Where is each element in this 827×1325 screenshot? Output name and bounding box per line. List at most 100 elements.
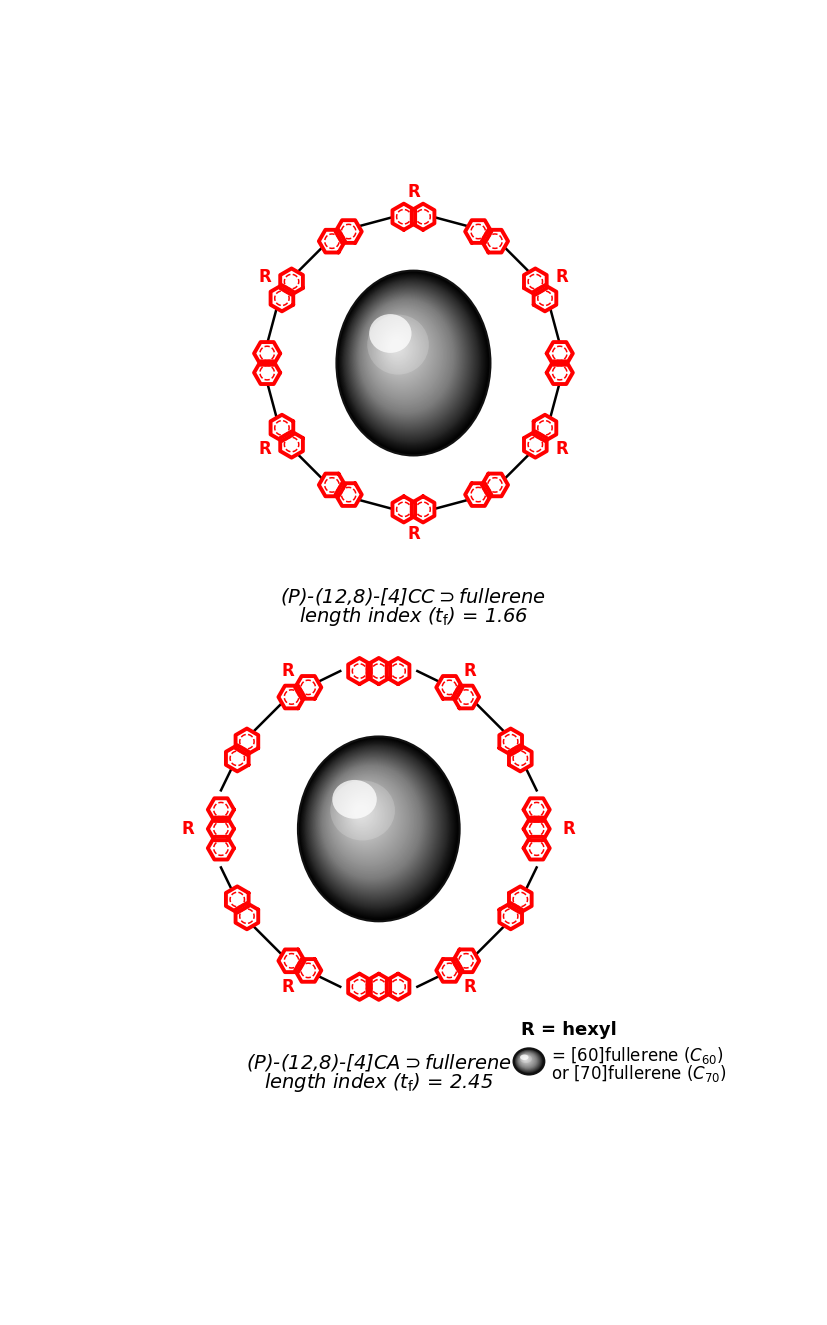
Ellipse shape [378,323,423,378]
Text: = [60]fullerene ($C_{60}$): = [60]fullerene ($C_{60}$) [551,1045,724,1065]
Polygon shape [437,959,462,982]
Text: ($P$)-(12,8)-[4]CA$\supset$fullerene: ($P$)-(12,8)-[4]CA$\supset$fullerene [246,1052,512,1073]
Ellipse shape [342,278,481,444]
Ellipse shape [347,284,474,436]
Ellipse shape [514,1049,543,1073]
Ellipse shape [521,1055,533,1065]
Ellipse shape [317,759,428,888]
Ellipse shape [370,313,437,394]
Ellipse shape [515,1051,541,1072]
Ellipse shape [518,1052,538,1069]
Ellipse shape [521,1055,532,1064]
Ellipse shape [516,1051,541,1072]
Ellipse shape [519,1053,535,1067]
Ellipse shape [379,323,422,376]
Ellipse shape [519,1053,535,1067]
Ellipse shape [343,791,386,840]
Ellipse shape [516,1051,541,1072]
Ellipse shape [321,765,422,880]
Ellipse shape [524,1057,528,1060]
Ellipse shape [375,321,427,382]
Text: length index ($t_\mathrm{f}$) = 2.45: length index ($t_\mathrm{f}$) = 2.45 [264,1071,494,1093]
Ellipse shape [377,322,424,379]
Ellipse shape [521,1056,532,1064]
Ellipse shape [523,1057,528,1061]
Ellipse shape [515,1049,542,1072]
Ellipse shape [342,790,389,843]
Polygon shape [279,685,304,709]
Ellipse shape [305,745,448,909]
Ellipse shape [521,1055,532,1064]
Ellipse shape [318,762,426,885]
Ellipse shape [351,289,467,429]
Ellipse shape [381,327,418,371]
Ellipse shape [365,306,444,403]
Polygon shape [509,745,532,771]
Ellipse shape [338,786,394,848]
Polygon shape [280,432,303,457]
Polygon shape [412,497,434,522]
Ellipse shape [523,1057,528,1061]
Ellipse shape [516,1051,540,1071]
Ellipse shape [384,331,414,366]
Ellipse shape [519,1053,534,1067]
Ellipse shape [519,1052,537,1068]
Ellipse shape [377,322,424,379]
Ellipse shape [350,288,469,431]
Ellipse shape [521,1055,533,1065]
Ellipse shape [380,326,420,374]
Ellipse shape [518,1052,537,1068]
Ellipse shape [299,738,457,918]
Ellipse shape [345,281,477,440]
Ellipse shape [390,339,404,355]
Ellipse shape [388,335,407,359]
Ellipse shape [376,321,426,382]
Ellipse shape [345,792,384,837]
Ellipse shape [364,305,447,404]
Ellipse shape [339,786,393,848]
Ellipse shape [358,298,456,415]
Ellipse shape [522,1056,531,1064]
Ellipse shape [523,1057,529,1063]
Ellipse shape [356,295,459,419]
Ellipse shape [314,757,433,892]
Polygon shape [295,959,322,982]
Ellipse shape [317,759,429,888]
Ellipse shape [514,1049,543,1073]
Text: R: R [281,661,294,680]
Ellipse shape [520,1053,534,1067]
Ellipse shape [371,315,434,390]
Ellipse shape [350,799,375,828]
Text: R: R [407,183,420,201]
Ellipse shape [514,1049,543,1075]
Ellipse shape [313,755,434,893]
Ellipse shape [356,295,459,419]
Ellipse shape [518,1052,538,1069]
Ellipse shape [337,272,490,454]
Ellipse shape [356,295,458,417]
Polygon shape [482,473,508,497]
Ellipse shape [339,274,485,450]
Ellipse shape [341,788,390,845]
Ellipse shape [385,333,410,363]
Ellipse shape [517,1052,538,1069]
Ellipse shape [333,779,401,857]
Ellipse shape [517,1052,538,1069]
Polygon shape [523,818,550,840]
Polygon shape [254,362,280,384]
Polygon shape [208,798,234,822]
Ellipse shape [327,771,414,871]
Polygon shape [387,659,409,684]
Ellipse shape [304,743,451,912]
Ellipse shape [346,282,476,437]
Ellipse shape [515,1049,543,1073]
Ellipse shape [366,307,443,401]
Ellipse shape [368,311,438,395]
Text: ($P$)-(12,8)-[4]CC$\supset$fullerene: ($P$)-(12,8)-[4]CC$\supset$fullerene [280,587,547,607]
Ellipse shape [368,310,439,396]
Ellipse shape [316,758,430,889]
Ellipse shape [332,778,404,860]
Ellipse shape [523,1056,530,1063]
Ellipse shape [514,1048,544,1075]
Ellipse shape [519,1053,535,1067]
